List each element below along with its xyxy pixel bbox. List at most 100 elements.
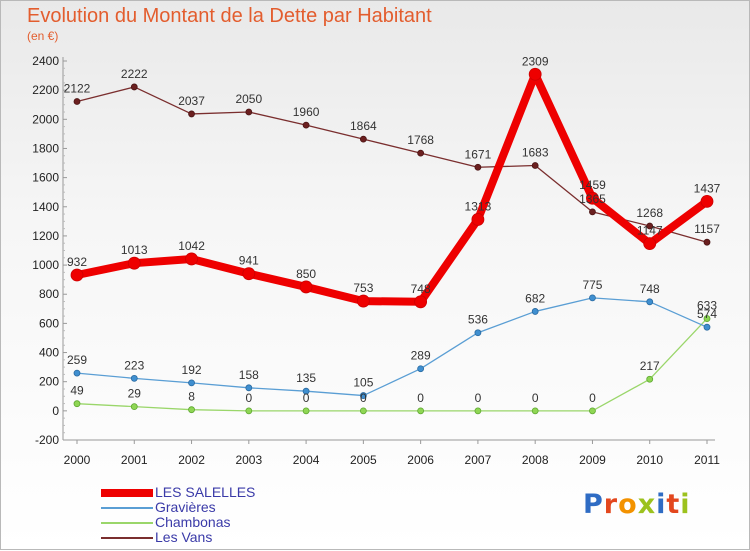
x-tick-label: 2005 (350, 453, 377, 467)
x-tick-label: 2010 (636, 453, 663, 467)
data-point (356, 294, 370, 308)
data-label: 932 (67, 255, 87, 269)
data-label: 633 (697, 299, 717, 313)
data-point (528, 67, 542, 81)
data-point (359, 392, 367, 399)
data-label: 1671 (465, 147, 492, 161)
data-label: 0 (245, 391, 252, 405)
data-label: 49 (70, 384, 84, 398)
data-label: 223 (124, 358, 144, 372)
legend-label: LES SALELLES (155, 484, 256, 500)
data-label: 8 (188, 390, 195, 404)
data-point (474, 163, 482, 171)
y-tick-label: 400 (39, 346, 59, 360)
series-line (76, 86, 708, 243)
data-label: 1268 (636, 206, 663, 220)
legend-label: Gravières (155, 499, 216, 515)
data-point (130, 83, 138, 91)
data-point (474, 407, 482, 415)
data-point (73, 98, 81, 105)
data-label: 1437 (694, 181, 721, 195)
data-point (188, 406, 195, 414)
data-point (589, 208, 596, 216)
data-point (474, 329, 482, 337)
y-tick-label: 0 (52, 404, 59, 418)
data-label: 135 (296, 371, 316, 385)
legend-label: Les Vans (155, 529, 213, 545)
y-tick-label: 200 (39, 375, 59, 389)
data-point (646, 298, 654, 306)
data-point (417, 365, 425, 373)
data-label: 1768 (407, 133, 434, 147)
data-label: 289 (411, 349, 431, 363)
data-label: 1313 (465, 199, 492, 213)
x-tick-label: 2008 (522, 453, 549, 467)
data-label: 2050 (235, 92, 262, 106)
y-tick-label: 2000 (32, 112, 59, 126)
series-line (76, 317, 708, 412)
data-point (70, 268, 84, 282)
legend-label: Chambonas (155, 514, 231, 530)
data-point (417, 407, 425, 415)
data-point (302, 387, 310, 395)
data-point (703, 315, 711, 322)
data-point (127, 256, 141, 270)
data-point (417, 149, 425, 157)
data-point (245, 108, 253, 116)
x-tick-label: 2009 (579, 453, 606, 467)
data-point (188, 379, 195, 387)
data-point (700, 194, 714, 208)
series-line (73, 70, 711, 306)
y-tick-label: 1200 (32, 229, 59, 243)
data-label: 29 (128, 387, 142, 401)
data-label: 574 (697, 307, 717, 321)
data-label: 1864 (350, 119, 377, 133)
data-point (703, 238, 711, 246)
data-label: 192 (182, 363, 202, 377)
data-label: 748 (411, 282, 431, 296)
data-point (471, 213, 485, 226)
data-label: 2222 (121, 67, 148, 81)
data-label: 0 (360, 391, 367, 405)
data-point (130, 403, 138, 411)
series-line (76, 297, 708, 397)
x-tick-label: 2003 (235, 453, 262, 467)
data-label: 0 (303, 391, 310, 405)
data-point (414, 295, 428, 309)
data-point (73, 400, 81, 408)
y-tick-label: 800 (39, 287, 59, 301)
x-tick-label: 2006 (407, 453, 434, 467)
data-point (302, 407, 310, 415)
data-point (531, 407, 539, 415)
data-point (359, 407, 367, 415)
data-label: 105 (353, 376, 373, 390)
data-label: 2309 (522, 54, 549, 68)
data-label: 0 (475, 391, 482, 405)
data-label: 941 (239, 254, 259, 268)
data-point (703, 323, 711, 331)
x-tick-label: 2011 (694, 453, 720, 467)
data-label: 2037 (178, 94, 205, 108)
y-tick-label: 600 (39, 316, 59, 330)
data-label: 0 (417, 391, 424, 405)
x-tick-label: 2001 (121, 453, 148, 467)
data-label: 748 (640, 282, 660, 296)
data-point (245, 407, 253, 415)
legend-swatch (101, 522, 153, 524)
data-label: 217 (640, 359, 660, 373)
data-label: 536 (468, 313, 488, 327)
y-tick-label: 1000 (32, 258, 59, 272)
proxiti-logo: Proxiti (583, 489, 691, 520)
data-point (299, 280, 313, 294)
data-point (589, 407, 596, 415)
data-point (643, 237, 657, 251)
data-point (73, 369, 81, 377)
data-label: 1147 (637, 224, 663, 238)
data-point (242, 267, 256, 281)
data-point (586, 191, 599, 205)
chart-title: Evolution du Montant de la Dette par Hab… (27, 5, 432, 27)
x-tick-label: 2004 (293, 453, 320, 467)
data-point (531, 308, 539, 315)
